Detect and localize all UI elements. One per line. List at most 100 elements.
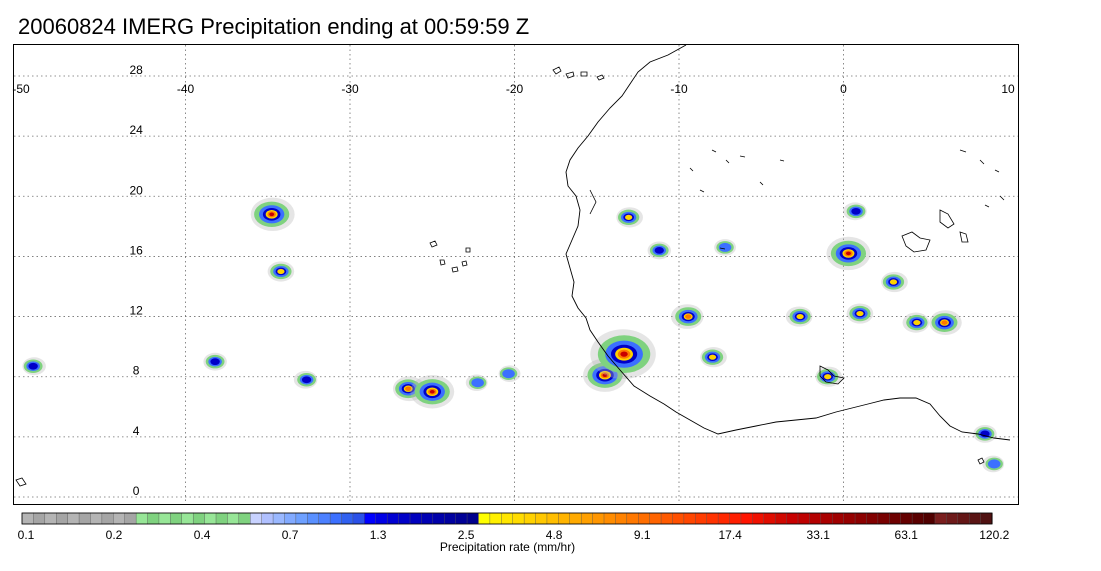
- precip-cell: [616, 207, 643, 228]
- colorbar-swatch: [364, 512, 377, 525]
- colorbar-swatch: [78, 512, 92, 525]
- map-title: 20060824 IMERG Precipitation ending at 0…: [18, 14, 530, 39]
- precip-cell: [293, 370, 318, 389]
- colorbar-swatch: [512, 512, 525, 525]
- lon-tick-label: -10: [670, 82, 688, 96]
- colorbar-swatch: [284, 512, 297, 525]
- lon-tick-label: -50: [12, 82, 30, 96]
- colorbar-tick-label: 4.8: [546, 528, 563, 542]
- colorbar-swatch: [21, 512, 35, 525]
- colorbar-swatch: [329, 512, 343, 525]
- colorbar-swatch: [615, 512, 628, 525]
- colorbar-swatch: [843, 512, 856, 525]
- colorbar-swatch: [192, 512, 206, 525]
- lat-tick-label: 20: [129, 183, 143, 197]
- precip-cell: [590, 329, 656, 380]
- colorbar-swatch: [124, 512, 137, 525]
- lon-tick-label: 10: [1001, 82, 1015, 96]
- precip-cell: [700, 347, 727, 368]
- colorbar-swatch: [67, 512, 80, 525]
- colorbar-tick-label: 0.4: [194, 528, 211, 542]
- colorbar-swatch: [466, 512, 480, 525]
- colorbar-swatch: [900, 512, 913, 525]
- lon-tick-label: -30: [341, 82, 359, 96]
- colorbar-swatch: [158, 512, 171, 525]
- lake-volta: [819, 365, 845, 385]
- precip-cell: [410, 375, 455, 409]
- colorbar-swatch: [797, 512, 811, 525]
- colorbar-swatch: [489, 512, 502, 525]
- precip-cell: [714, 239, 736, 256]
- lon-tick-label: 0: [840, 82, 847, 96]
- colorbar-tick-label: 63.1: [895, 528, 919, 542]
- colorbar-swatch: [227, 512, 240, 525]
- colorbar-swatch: [444, 512, 457, 525]
- precip-cell: [647, 241, 671, 260]
- colorbar-swatch: [626, 512, 639, 525]
- lat-tick-label: 4: [133, 424, 140, 438]
- precip-cell: [22, 357, 46, 376]
- colorbar-swatch: [204, 512, 217, 525]
- colorbar-swatch: [375, 512, 388, 525]
- colorbar-swatch: [763, 512, 776, 525]
- colorbar-swatch: [717, 512, 731, 525]
- colorbar-swatch: [809, 512, 822, 525]
- coastline: [15, 44, 1011, 487]
- colorbar-tick-label: 2.5: [458, 528, 475, 542]
- precip-cell: [815, 366, 842, 387]
- lat-tick-label: 0: [133, 484, 140, 498]
- precip-cell: [881, 271, 908, 293]
- colorbar: 0.1 0.2 0.4 0.7 1.3 2.5 4.8 9.1 17.4 33.1 63.1 120.…: [18, 512, 1010, 542]
- colorbar-swatch: [546, 512, 559, 525]
- colorbar-swatch: [409, 512, 423, 525]
- colorbar-swatch: [911, 512, 925, 525]
- precip-cell: [250, 197, 295, 232]
- colorbar-tick-label: 33.1: [807, 528, 831, 542]
- colorbar-swatch: [478, 512, 491, 525]
- colorbar-swatch: [603, 512, 617, 525]
- precipitation-field: [22, 197, 1005, 473]
- lat-tick-label: 12: [129, 304, 143, 318]
- colorbar-tick-label: 0.1: [18, 528, 35, 542]
- colorbar-swatch: [250, 512, 263, 525]
- colorbar-swatch: [786, 512, 799, 525]
- colorbar-swatch: [535, 512, 548, 525]
- colorbar-title: Precipitation rate (mm/hr): [439, 540, 576, 554]
- colorbar-swatch: [421, 512, 434, 525]
- colorbar-swatch: [238, 512, 251, 525]
- colorbar-swatch: [946, 512, 959, 525]
- precip-cell: [498, 365, 521, 382]
- colorbar-swatch: [820, 512, 833, 525]
- colorbar-swatch: [523, 512, 537, 525]
- colorbar-swatch: [147, 512, 160, 525]
- colorbar-swatch: [854, 512, 868, 525]
- colorbar-swatch: [90, 512, 103, 525]
- colorbar-swatch: [672, 512, 685, 525]
- colorbar-swatch: [832, 512, 845, 525]
- precip-cell: [203, 352, 227, 371]
- coast-inlet-west: [589, 189, 597, 215]
- colorbar-swatch: [934, 512, 947, 525]
- lon-tick-label: -20: [506, 82, 524, 96]
- precip-cell: [826, 236, 871, 271]
- colorbar-swatch: [580, 512, 594, 525]
- colorbar-swatch: [980, 512, 993, 525]
- colorbar-swatch: [740, 512, 753, 525]
- africa-coastline: [565, 44, 1011, 441]
- precip-cell: [267, 261, 295, 282]
- colorbar-tick-label: 0.7: [282, 528, 299, 542]
- colorbar-swatch: [181, 512, 194, 525]
- colorbar-swatch: [569, 512, 582, 525]
- colorbar-swatch: [113, 512, 126, 525]
- colorbar-swatch: [558, 512, 571, 525]
- colorbar-swatch: [889, 512, 902, 525]
- colorbar-swatch: [706, 512, 719, 525]
- precip-cell: [929, 310, 962, 335]
- colorbar-swatch: [215, 512, 229, 525]
- colorbar-tick-label: 1.3: [370, 528, 387, 542]
- colorbar-swatch: [33, 512, 46, 525]
- colorbar-swatch: [56, 512, 69, 525]
- colorbar-swatch: [968, 512, 982, 525]
- colorbar-swatch: [957, 512, 970, 525]
- colorbar-swatch: [398, 512, 411, 525]
